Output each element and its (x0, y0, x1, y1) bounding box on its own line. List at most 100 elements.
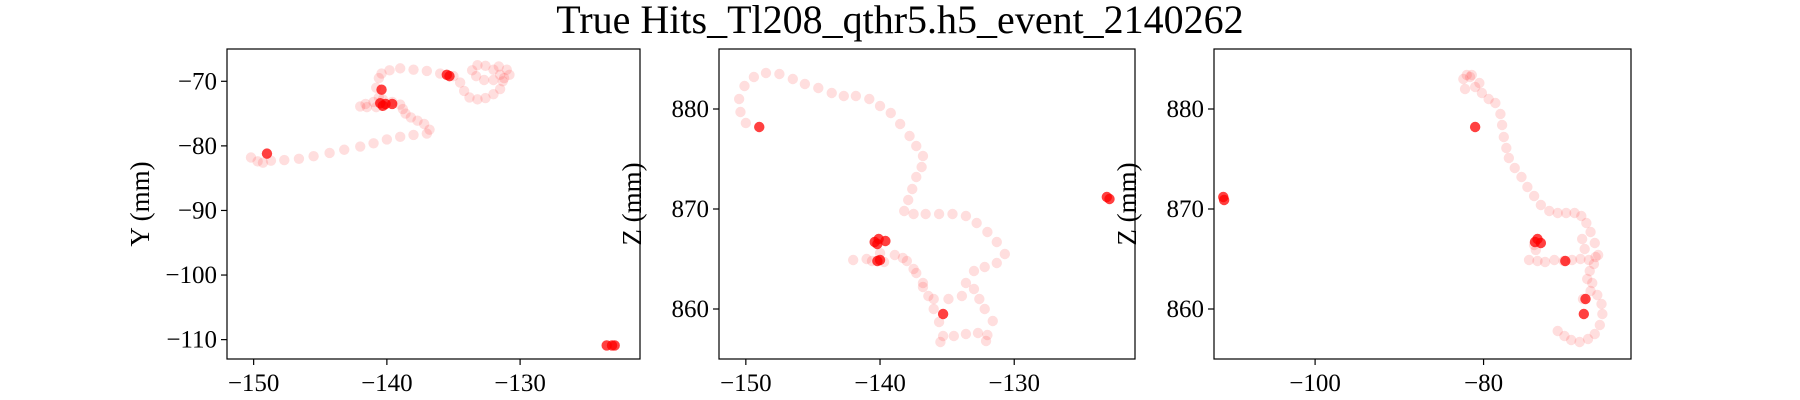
faint-hit-point (787, 73, 799, 85)
faint-hit-point (1590, 251, 1601, 263)
faint-hit-point (454, 77, 466, 88)
faint-hit-point (488, 89, 499, 100)
faint-hit-point (917, 281, 929, 293)
faint-hit-point (826, 87, 837, 99)
faint-hit-point (1458, 73, 1469, 85)
faint-hit-point (1584, 265, 1595, 277)
faint-hit-point (493, 61, 504, 72)
panel-3-marks (1218, 69, 1608, 348)
faint-hit-point (874, 100, 886, 112)
panel-1-marks (245, 59, 620, 351)
faint-hit-point (982, 329, 993, 341)
faint-hit-point (920, 208, 931, 220)
faint-hit-point (394, 99, 406, 110)
x-tick-label: −130 (494, 370, 546, 397)
faint-hit-point (739, 80, 750, 92)
x-tick-label: −150 (720, 370, 772, 397)
faint-hit-point (1535, 199, 1547, 211)
faint-hit-point (1474, 77, 1485, 89)
faint-hit-point (898, 205, 910, 217)
faint-hit-point (838, 90, 849, 102)
faint-hit-point (982, 226, 993, 238)
faint-hit-point (1552, 207, 1563, 219)
faint-hit-point (501, 64, 512, 75)
faint-hit-point (1589, 237, 1600, 249)
faint-hit-point (748, 71, 760, 83)
faint-hit-point (355, 101, 366, 112)
faint-hit-point (1483, 93, 1494, 105)
faint-hit-point (885, 107, 896, 119)
faint-hit-point (1476, 87, 1488, 99)
y-tick-label: 870 (672, 196, 710, 223)
bright-hit-point (1218, 194, 1230, 206)
faint-hit-point (1528, 190, 1540, 202)
faint-hit-point (1582, 333, 1594, 345)
faint-hit-point (847, 254, 859, 266)
y-tick-label: 880 (672, 96, 710, 123)
faint-hit-point (360, 98, 371, 110)
faint-hit-point (1587, 277, 1598, 289)
y-tick-label: −90 (178, 197, 217, 224)
bright-hit-point (1535, 237, 1547, 249)
faint-hit-point (1596, 298, 1607, 310)
faint-hit-point (943, 293, 954, 305)
faint-hit-point (257, 157, 269, 168)
y-tick-label: −80 (178, 133, 217, 160)
faint-hit-point (1583, 254, 1595, 266)
faint-hit-point (1576, 233, 1588, 245)
faint-hit-point (894, 118, 906, 130)
faint-hit-point (368, 138, 379, 149)
faint-hit-point (470, 70, 482, 82)
faint-hit-point (935, 336, 946, 348)
faint-hit-point (1576, 210, 1587, 222)
faint-hit-point (960, 210, 972, 222)
x-tick-label: −140 (361, 370, 413, 397)
faint-hit-point (472, 94, 483, 105)
faint-hit-point (903, 194, 914, 206)
faint-hit-point (850, 90, 862, 102)
faint-hit-point (735, 106, 746, 118)
faint-hit-point (740, 117, 752, 129)
bright-hit-point (1469, 121, 1481, 133)
faint-hit-point (408, 64, 419, 75)
faint-hit-point (968, 283, 980, 295)
y-tick-label: 870 (1167, 196, 1205, 223)
faint-hit-point (917, 150, 929, 162)
faint-hit-point (799, 78, 811, 90)
faint-hit-point (472, 59, 483, 71)
y-tick-label: −70 (178, 68, 217, 95)
faint-hit-point (1539, 256, 1551, 268)
bright-hit-point (609, 340, 620, 351)
bright-hit-point (376, 84, 387, 95)
faint-hit-point (813, 82, 824, 94)
faint-hit-point (498, 72, 510, 84)
faint-hit-point (279, 154, 290, 166)
faint-hit-point (324, 147, 335, 159)
x-tick-label: −80 (1464, 370, 1503, 397)
faint-hit-point (999, 248, 1011, 260)
faint-hit-point (504, 69, 515, 81)
faint-hit-point (937, 330, 949, 342)
faint-hit-point (1490, 97, 1501, 109)
faint-hit-point (1544, 205, 1555, 217)
faint-hit-point (1509, 162, 1520, 174)
faint-hit-point (308, 151, 319, 162)
faint-hit-point (1588, 258, 1600, 270)
faint-hit-point (1592, 289, 1603, 301)
faint-hit-point (1594, 319, 1606, 331)
faint-hit-point (405, 112, 417, 123)
faint-hit-point (1459, 83, 1471, 95)
faint-hit-point (1501, 142, 1512, 154)
faint-hit-point (960, 277, 972, 289)
y-tick-label: −110 (166, 327, 217, 354)
faint-hit-point (916, 161, 927, 173)
bright-hit-point (1560, 255, 1571, 267)
x-tick-label: −100 (1289, 370, 1341, 397)
bright-hit-point (754, 121, 765, 133)
bright-hit-point (261, 148, 273, 159)
bright-hit-point (872, 238, 883, 250)
faint-hit-point (1592, 249, 1604, 261)
bright-hit-point (937, 308, 949, 320)
x-tick-label: −130 (988, 370, 1040, 397)
faint-hit-point (488, 74, 499, 86)
